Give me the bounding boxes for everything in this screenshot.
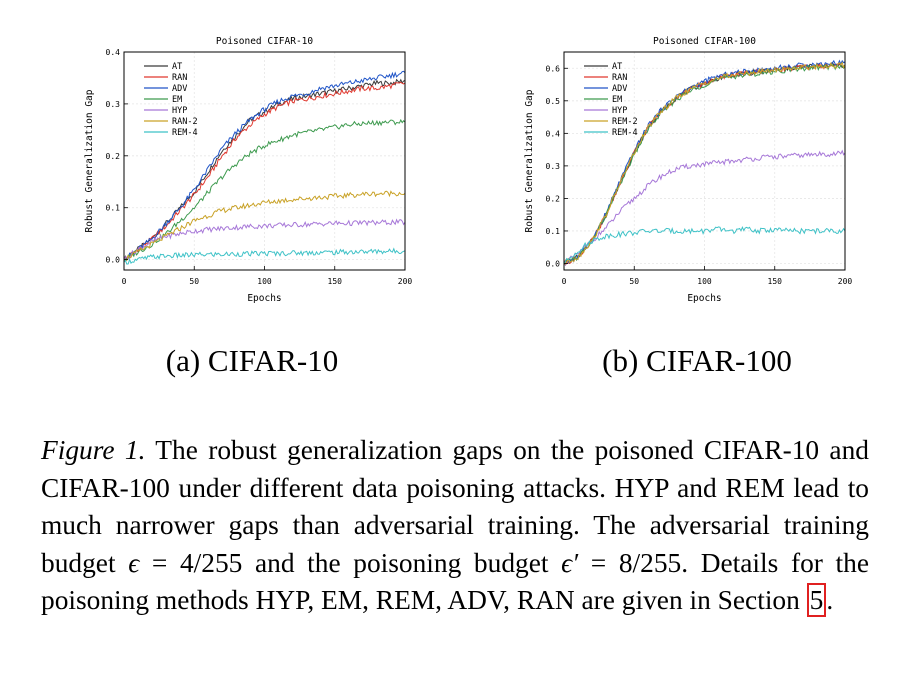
chart-cifar100-svg: Poisoned CIFAR-100 0 50 100 150 200 0.0 0.1 0.2 0… bbox=[524, 36, 853, 304]
x-axis-label: Epochs bbox=[247, 293, 281, 304]
legend-label: AT bbox=[612, 62, 622, 72]
y-tick-label: 0.6 bbox=[546, 64, 561, 73]
y-tick-label: 0.3 bbox=[106, 100, 121, 109]
legend-label: AT bbox=[172, 62, 182, 72]
y-axis-label: Robust Generalization Gap bbox=[524, 89, 535, 232]
section-reference-link[interactable]: 5 bbox=[806, 583, 827, 617]
legend-label: RAN-2 bbox=[172, 117, 198, 127]
y-tick-label: 0.2 bbox=[546, 194, 561, 203]
chart-cifar100: Poisoned CIFAR-100 0 50 100 150 200 0.0 0.1 0.2 0… bbox=[520, 0, 860, 320]
caption-label: Figure 1. bbox=[41, 435, 146, 465]
caption-text-1: The robust generalization gaps on the po… bbox=[41, 435, 869, 578]
x-tick-label: 100 bbox=[697, 277, 712, 286]
y-tick-label: 0.0 bbox=[546, 259, 561, 268]
y-tick-label: 0.4 bbox=[546, 129, 561, 138]
x-tick-label: 100 bbox=[257, 277, 272, 286]
legend-label: REM-4 bbox=[172, 128, 198, 138]
x-axis-label: Epochs bbox=[687, 293, 721, 304]
series-line-hyp bbox=[123, 218, 406, 260]
series-line-hyp bbox=[563, 149, 846, 266]
chart-cifar10: Poisoned CIFAR-10 0 50 100 150 200 0.0 0.1 0.2 0.… bbox=[80, 0, 420, 320]
y-tick-label: 0.4 bbox=[106, 48, 121, 57]
x-tick-label: 50 bbox=[189, 277, 199, 286]
subcaption-a: (a) CIFAR-10 bbox=[165, 343, 339, 378]
budget-value-2: = 8/255 bbox=[578, 547, 682, 578]
series-line-ran bbox=[123, 81, 406, 260]
epsilon-prime-symbol: ϵ′ bbox=[561, 547, 579, 578]
chart-title: Poisoned CIFAR-10 bbox=[216, 36, 314, 47]
caption-text-3: . Details for the poisoning methods HYP,… bbox=[41, 547, 869, 616]
y-tick-label: 0.2 bbox=[106, 152, 121, 161]
legend-label: ADV bbox=[172, 84, 187, 94]
x-tick-label: 200 bbox=[398, 277, 413, 286]
legend-label: EM bbox=[612, 95, 622, 105]
series-line-ran-2 bbox=[123, 190, 406, 262]
x-tick-label: 0 bbox=[562, 277, 567, 286]
subcaption-b: (b) CIFAR-100 bbox=[602, 343, 792, 378]
x-tick-label: 50 bbox=[629, 277, 639, 286]
y-tick-label: 0.0 bbox=[106, 256, 121, 265]
series-line-rem-2 bbox=[563, 61, 846, 265]
legend-label: REM-2 bbox=[612, 117, 638, 127]
legend-label: ADV bbox=[612, 84, 627, 94]
epsilon-symbol: ϵ bbox=[128, 547, 140, 578]
x-tick-label: 150 bbox=[768, 277, 783, 286]
caption-text-2: and the poisoning budget bbox=[242, 547, 562, 578]
figure-caption: Figure 1. The robust generalization gaps… bbox=[41, 432, 869, 620]
legend-label: RAN bbox=[172, 73, 187, 83]
y-tick-label: 0.1 bbox=[106, 204, 121, 213]
y-tick-label: 0.1 bbox=[546, 227, 561, 236]
legend-label: EM bbox=[172, 95, 182, 105]
chart-cifar10-svg: Poisoned CIFAR-10 0 50 100 150 200 0.0 0.1 0.2 0.… bbox=[84, 36, 413, 304]
legend-label: RAN bbox=[612, 73, 627, 83]
legend-label: HYP bbox=[612, 106, 627, 116]
x-tick-label: 0 bbox=[122, 277, 127, 286]
x-tick-label: 150 bbox=[328, 277, 343, 286]
series-line-rem-4 bbox=[123, 247, 406, 265]
x-tick-label: 200 bbox=[838, 277, 853, 286]
y-tick-label: 0.5 bbox=[546, 97, 561, 106]
series-line-adv bbox=[123, 70, 406, 262]
chart-title: Poisoned CIFAR-100 bbox=[653, 36, 756, 47]
budget-value-1: = 4/255 bbox=[139, 547, 243, 578]
series-line-rem-4 bbox=[563, 226, 846, 264]
legend-label: REM-4 bbox=[612, 128, 638, 138]
legend-label: HYP bbox=[172, 106, 187, 116]
y-axis-label: Robust Generalization Gap bbox=[84, 89, 95, 232]
y-tick-label: 0.3 bbox=[546, 162, 561, 171]
caption-end: . bbox=[826, 585, 834, 615]
series-line-em bbox=[123, 118, 406, 261]
